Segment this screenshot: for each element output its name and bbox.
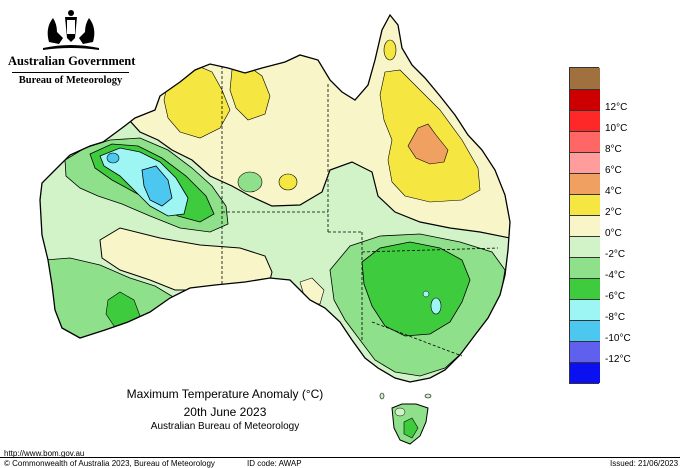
legend-swatch (570, 110, 600, 131)
legend-swatch (570, 173, 600, 194)
legend-tick-label: 8°C (605, 144, 622, 155)
legend-tick-label: -10°C (605, 333, 631, 344)
anomaly-zone-minus8-pilbara (141, 165, 173, 207)
coat-of-arms-icon (42, 10, 99, 50)
legend-tick-label: -6°C (605, 291, 626, 302)
tasmania-warm-zone (394, 407, 406, 417)
border-qld-nsw (361, 247, 499, 253)
id-code: ID code: AWAP (247, 459, 302, 468)
legend-tick-label: 2°C (605, 207, 622, 218)
anomaly-zone-plus2-gulf (278, 173, 298, 191)
legend-color-bar (569, 67, 600, 384)
legend-swatch (570, 341, 600, 362)
bureau-name: Bureau of Meteorology (18, 75, 123, 86)
legend-swatch (570, 89, 600, 110)
anomaly-zone-minus6-southeast (430, 297, 442, 315)
map-title-block: Maximum Temperature Anomaly (°C) 20th Ju… (90, 387, 360, 432)
tasmania-cool-zone (403, 417, 419, 439)
legend-tick-label: -12°C (605, 354, 631, 365)
legend-tick-label: 0°C (605, 228, 622, 239)
legend (569, 67, 600, 384)
footer-divider (0, 457, 680, 458)
legend-swatch (570, 236, 600, 257)
legend-swatch (570, 320, 600, 341)
legend-tick-label: -2°C (605, 249, 626, 260)
legend-swatch (570, 131, 600, 152)
legend-swatch (570, 68, 600, 89)
legend-swatch (570, 299, 600, 320)
anomaly-zone-minus8-pilbara-west (106, 152, 120, 164)
legend-tick-label: -4°C (605, 270, 626, 281)
legend-swatch (570, 278, 600, 299)
legend-swatch (570, 257, 600, 278)
map-source: Australian Bureau of Meteorology (150, 421, 300, 432)
anomaly-zone-minus4-southeast (361, 241, 471, 337)
map-title: Maximum Temperature Anomaly (°C) (126, 387, 324, 401)
government-logo: Australian Government Bureau of Meteorol… (8, 8, 136, 98)
legend-tick-label: 12°C (605, 102, 628, 113)
legend-tick-label: -8°C (605, 312, 626, 323)
legend-swatch (570, 215, 600, 236)
bom-url[interactable]: http://www.bom.gov.au (4, 449, 85, 458)
legend-swatch (570, 194, 600, 215)
logo-divider (12, 72, 129, 73)
legend-swatch (570, 362, 600, 383)
legend-swatch (570, 152, 600, 173)
anomaly-zone-minus6-southeast-2 (422, 290, 430, 298)
anomaly-zone-minus2-nt (237, 171, 263, 193)
king-island (379, 392, 385, 400)
government-name: Australian Government (8, 54, 136, 68)
state-borders (221, 66, 499, 357)
map-date: 20th June 2023 (183, 405, 267, 419)
legend-tick-label: 10°C (605, 123, 628, 134)
issued-date: Issued: 21/06/2023 (610, 459, 679, 468)
anomaly-zone-plus2-cape (383, 39, 397, 61)
anomaly-zone-plus4-queensland (407, 123, 449, 165)
copyright: © Commonwealth of Australia 2023, Bureau… (4, 459, 215, 468)
flinders-island (424, 393, 432, 399)
anomaly-map (39, 13, 511, 445)
legend-tick-label: 4°C (605, 186, 622, 197)
border-nsw-vic (371, 321, 463, 357)
legend-tick-label: 6°C (605, 165, 622, 176)
australia-coastline (39, 13, 511, 383)
